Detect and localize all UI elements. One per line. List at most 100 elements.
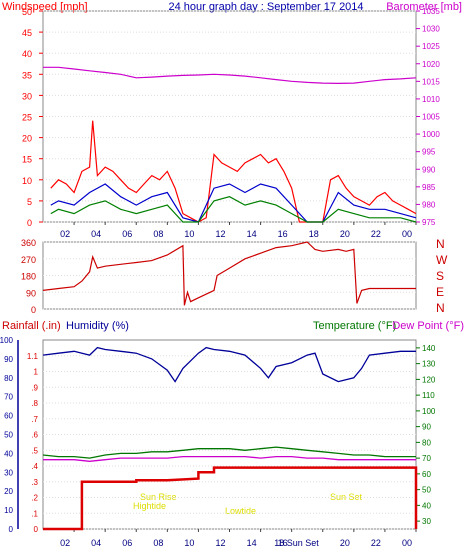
direction-ytick-label: 90 <box>26 288 36 298</box>
wind-xtick-label: 02 <box>60 229 70 239</box>
wind-xtick-label: 08 <box>153 229 163 239</box>
event-lowtide: Lowtide <box>225 506 256 516</box>
barometer-ytick-label: 1005 <box>422 113 440 122</box>
wind-ytick-label: 50 <box>22 7 32 17</box>
climate-xtick-label: 18 Sun Set <box>274 538 319 548</box>
wind-xtick-label: 18 <box>309 229 319 239</box>
wind-ytick-label: 5 <box>27 197 32 207</box>
wind-xtick-label: 12 <box>215 229 225 239</box>
barometer-ytick-label: 985 <box>422 183 436 192</box>
direction-ytick-label: 0 <box>31 305 36 315</box>
direction-label-s: S <box>436 269 444 283</box>
climate-xtick-label: 14 <box>247 538 257 548</box>
temperature-ytick-label: 80 <box>422 438 431 447</box>
wind-ytick-label: 45 <box>22 28 32 38</box>
climate-xtick-label: 22 <box>371 538 381 548</box>
wind-xtick-label: 16 <box>278 229 288 239</box>
barometer-axis-label: Barometer [mb] <box>386 1 462 13</box>
humidity-ytick-label: 70 <box>4 393 13 402</box>
event-sunrise: Sun Rise <box>140 492 177 502</box>
wind-ytick-label: 35 <box>22 70 32 80</box>
temperature-ytick-label: 70 <box>422 454 431 463</box>
rainfall-ytick-label: .5 <box>31 446 38 455</box>
windspeed-axis-label: Windspeed [mph] <box>2 1 88 13</box>
barometer-ytick-label: 1015 <box>422 77 440 86</box>
climate-xtick-label: 10 <box>184 538 194 548</box>
barometer-ytick-label: 1035 <box>422 7 440 16</box>
climate-xtick-label: 04 <box>91 538 101 548</box>
wind-xtick-label: 20 <box>340 229 350 239</box>
wind-ytick-label: 20 <box>22 134 32 144</box>
direction-ytick-label: 360 <box>21 238 36 248</box>
wind-xtick-label: 00 <box>402 229 412 239</box>
humidity-ytick-label: 0 <box>9 525 14 534</box>
wind-ytick-label: 10 <box>22 176 32 186</box>
direction-label-w: W <box>436 253 448 267</box>
climate-xtick-label: 16 <box>278 538 288 548</box>
temperature-ytick-label: 40 <box>422 501 431 510</box>
series-line-barometer <box>43 66 417 85</box>
barometer-ytick-label: 1000 <box>422 130 440 139</box>
rainfall-ytick-label: .1 <box>31 509 38 518</box>
temperature-ytick-label: 140 <box>422 344 436 353</box>
climate-xtick-label: 12 <box>215 538 225 548</box>
wind-ytick-label: 30 <box>22 91 32 101</box>
barometer-ytick-label: 1010 <box>422 95 440 104</box>
barometer-ytick-label: 980 <box>422 200 436 209</box>
temperature-ytick-label: 60 <box>422 470 431 479</box>
rainfall-ytick-label: .3 <box>31 478 38 487</box>
direction-ytick-label: 180 <box>21 272 36 282</box>
event-hightide: Hightide <box>133 501 166 511</box>
humidity-ytick-label: 10 <box>4 506 13 515</box>
humidity-ytick-label: 50 <box>4 431 13 440</box>
chart-title: 24 hour graph day : September 17 2014 <box>168 1 363 13</box>
barometer-ytick-label: 1030 <box>422 25 440 34</box>
wind-xtick-label: 22 <box>371 229 381 239</box>
climate-xtick-label: 20 <box>340 538 350 548</box>
temperature-ytick-label: 110 <box>422 391 435 400</box>
direction-label-e: E <box>436 285 444 299</box>
temperature-ytick-label: 30 <box>422 517 431 526</box>
series-line-avg <box>50 183 417 223</box>
climate-xtick-label: 00 <box>402 538 412 548</box>
temperature-ytick-label: 90 <box>422 423 431 432</box>
series-line-low <box>50 196 417 223</box>
temperature-ytick-label: 100 <box>422 407 436 416</box>
humidity-ytick-label: 100 <box>0 336 14 345</box>
barometer-ytick-label: 990 <box>422 165 436 174</box>
humidity-ytick-label: 60 <box>4 412 13 421</box>
humidity-ytick-label: 90 <box>4 355 13 364</box>
temperature-axis-label: Temperature (°F) <box>313 320 396 332</box>
wind-ytick-label: 0 <box>27 218 32 228</box>
series-line-dew-point <box>43 455 416 462</box>
wind-xtick-label: 14 <box>247 229 257 239</box>
series-line-rainfall <box>43 466 418 531</box>
temperature-ytick-label: 50 <box>422 486 431 495</box>
rainfall-ytick-label: .7 <box>31 415 38 424</box>
barometer-ytick-label: 975 <box>422 218 436 227</box>
humidity-ytick-label: 40 <box>4 449 13 458</box>
series-line-humidity <box>42 346 416 383</box>
barometer-ytick-label: 1020 <box>422 60 440 69</box>
event-labels: Sun Rise Hightide Lowtide Sun Set <box>133 492 363 516</box>
temperature-ytick-label: 120 <box>422 375 436 384</box>
direction-ytick-label: 270 <box>21 255 36 265</box>
humidity-ytick-label: 80 <box>4 374 13 383</box>
rainfall-ytick-label: .9 <box>31 383 38 392</box>
series-line-windspeed <box>50 120 417 223</box>
series-line-temperature <box>42 446 416 459</box>
humidity-ytick-label: 30 <box>4 468 13 477</box>
barometer-ytick-label: 1025 <box>422 42 440 51</box>
temperature-ytick-label: 130 <box>422 360 436 369</box>
climate-xtick-label: 02 <box>60 538 70 548</box>
rainfall-ytick-label: .8 <box>31 399 38 408</box>
climate-xtick-label: 08 <box>153 538 163 548</box>
wind-ytick-label: 25 <box>22 113 32 123</box>
direction-label-n-bottom: N <box>436 301 445 315</box>
barometer-ytick-label: 995 <box>422 148 436 157</box>
rainfall-axis-label: Rainfall (.in) <box>2 320 61 332</box>
humidity-ytick-label: 20 <box>4 487 13 496</box>
rainfall-ytick-label: 1 <box>34 368 39 377</box>
rainfall-ytick-label: .2 <box>31 494 38 503</box>
rainfall-ytick-label: .4 <box>31 462 38 471</box>
